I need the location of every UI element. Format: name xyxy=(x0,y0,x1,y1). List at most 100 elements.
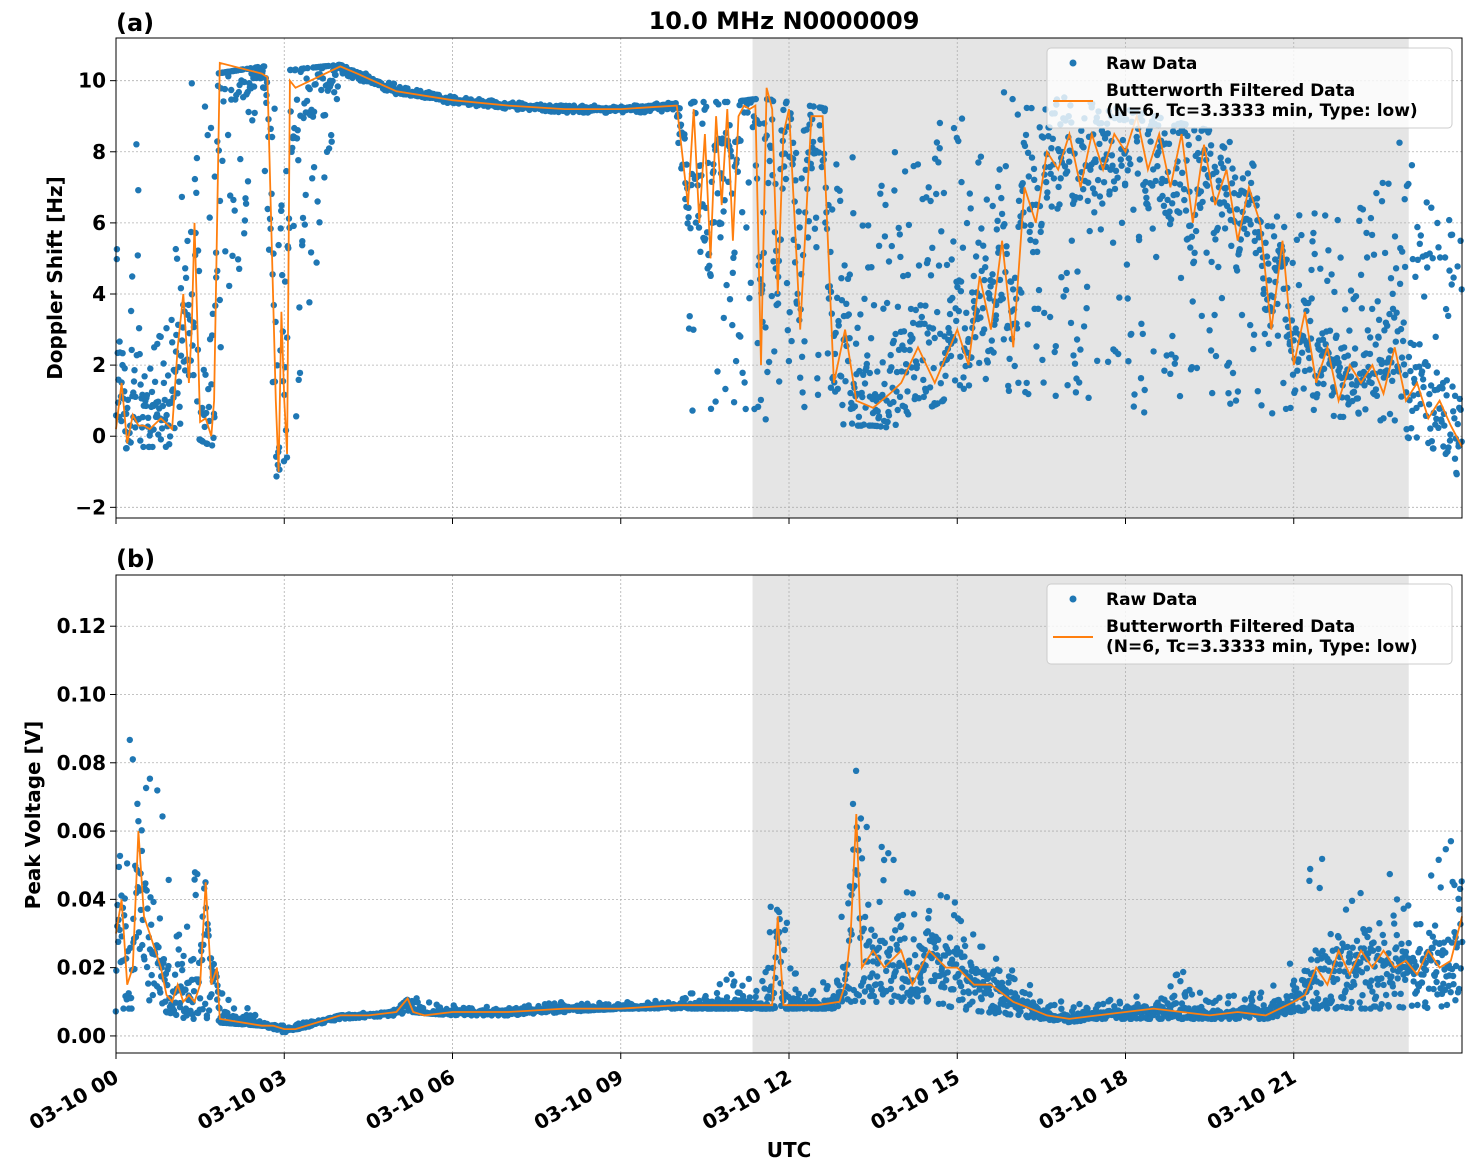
raw-data-point xyxy=(915,395,923,402)
raw-data-point xyxy=(1265,340,1273,347)
raw-data-point xyxy=(1310,229,1317,237)
raw-data-point xyxy=(300,114,307,122)
raw-data-point xyxy=(302,191,309,199)
raw-data-point xyxy=(1223,191,1230,198)
raw-data-point xyxy=(1087,166,1094,173)
raw-data-point xyxy=(1298,349,1306,356)
raw-data-point xyxy=(743,224,750,231)
raw-data-point xyxy=(960,936,967,943)
raw-data-point xyxy=(173,1011,180,1019)
raw-data-point xyxy=(1133,993,1140,1000)
raw-data-point xyxy=(1457,237,1464,244)
raw-data-point xyxy=(1015,379,1022,386)
raw-data-point xyxy=(835,322,842,329)
raw-data-point xyxy=(859,393,866,401)
raw-data-point xyxy=(1036,124,1043,131)
raw-data-point xyxy=(1193,364,1201,372)
raw-data-point xyxy=(1260,275,1267,282)
raw-data-point xyxy=(946,934,954,941)
raw-data-point xyxy=(1282,316,1289,323)
raw-data-point xyxy=(211,173,218,180)
raw-data-point xyxy=(1336,364,1344,371)
raw-data-point xyxy=(1448,281,1455,288)
raw-data-point xyxy=(994,217,1001,224)
raw-data-point xyxy=(1131,391,1138,398)
raw-data-point xyxy=(1247,321,1254,329)
raw-data-point xyxy=(222,248,229,255)
raw-data-point xyxy=(810,103,817,110)
raw-data-point xyxy=(1150,348,1157,355)
raw-data-point xyxy=(1333,332,1340,339)
raw-data-point xyxy=(190,955,197,963)
raw-data-point xyxy=(190,1015,197,1022)
raw-data-point xyxy=(731,978,738,985)
raw-data-point xyxy=(920,393,927,401)
raw-data-point xyxy=(723,976,730,983)
raw-data-point xyxy=(1109,239,1117,246)
raw-data-point xyxy=(1253,195,1261,202)
raw-data-point xyxy=(1160,202,1168,209)
raw-data-point xyxy=(1215,263,1222,271)
raw-data-point xyxy=(723,994,731,1001)
raw-data-point xyxy=(838,913,845,920)
raw-data-point xyxy=(1077,137,1085,145)
raw-data-point xyxy=(1341,306,1349,313)
raw-data-point xyxy=(771,229,779,236)
raw-data-scatter-a xyxy=(112,61,1465,480)
raw-data-point xyxy=(275,241,282,249)
raw-data-point xyxy=(969,998,976,1005)
raw-data-point xyxy=(912,306,919,314)
raw-data-point xyxy=(785,357,793,365)
raw-data-point xyxy=(914,161,922,168)
raw-data-point xyxy=(960,385,967,392)
raw-data-point xyxy=(1141,386,1148,394)
raw-data-point xyxy=(132,424,139,431)
raw-data-point xyxy=(165,962,172,970)
raw-data-point xyxy=(1446,216,1453,224)
raw-data-point xyxy=(1018,289,1025,296)
raw-data-point xyxy=(682,995,689,1002)
raw-data-point xyxy=(1380,415,1387,422)
raw-data-point xyxy=(1176,392,1184,400)
raw-data-point xyxy=(818,163,825,171)
raw-data-point xyxy=(787,965,794,972)
raw-data-point xyxy=(934,308,941,316)
raw-data-point xyxy=(732,357,740,365)
raw-data-point xyxy=(718,220,725,227)
raw-data-point xyxy=(930,364,937,372)
raw-data-point xyxy=(1337,254,1344,261)
raw-data-point xyxy=(890,398,897,406)
raw-data-point xyxy=(996,967,1003,974)
raw-data-point xyxy=(1247,221,1254,228)
raw-data-point xyxy=(1400,361,1408,368)
raw-data-point xyxy=(881,233,889,240)
raw-data-point xyxy=(907,305,915,313)
raw-data-point xyxy=(955,137,962,145)
raw-data-point xyxy=(172,245,179,253)
raw-data-point xyxy=(1265,277,1273,284)
raw-data-point xyxy=(1008,967,1016,974)
raw-data-point xyxy=(978,225,985,232)
raw-data-point xyxy=(954,283,961,291)
raw-data-point xyxy=(1241,225,1248,232)
raw-data-point xyxy=(909,335,916,342)
raw-data-point xyxy=(203,1014,211,1022)
raw-data-point xyxy=(1218,294,1226,302)
raw-data-point xyxy=(1152,177,1159,185)
raw-data-point xyxy=(306,299,313,306)
raw-data-point xyxy=(133,141,140,148)
raw-data-point xyxy=(1009,286,1017,293)
raw-data-point xyxy=(1428,204,1435,211)
raw-data-point xyxy=(697,248,704,255)
raw-data-point xyxy=(1121,182,1129,189)
raw-data-point xyxy=(899,984,906,991)
raw-data-point xyxy=(1234,388,1242,395)
raw-data-point xyxy=(780,106,787,114)
raw-data-point xyxy=(185,301,192,309)
legend-raw-marker-a xyxy=(1069,59,1077,67)
raw-data-point xyxy=(901,935,908,942)
raw-data-point xyxy=(994,183,1002,191)
raw-data-point xyxy=(177,285,185,292)
raw-data-point xyxy=(840,421,847,428)
raw-data-point xyxy=(1060,293,1067,300)
